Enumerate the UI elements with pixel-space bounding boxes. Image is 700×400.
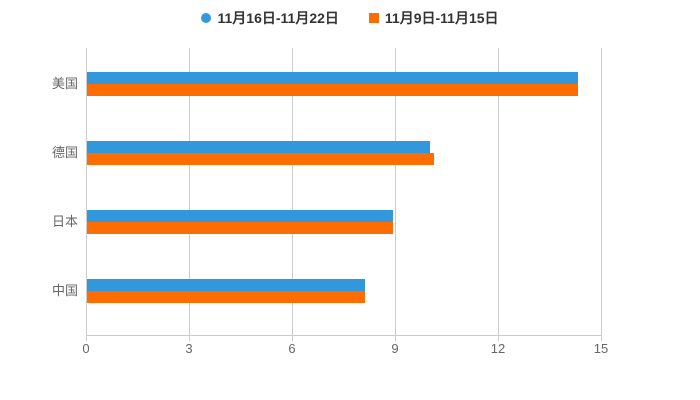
- gridline: [292, 48, 293, 335]
- axis-tick: [292, 336, 293, 341]
- x-tick-label: 12: [490, 341, 506, 356]
- gridline: [395, 48, 396, 335]
- legend-circle-marker-icon: [201, 13, 212, 23]
- legend: 11月16日-11月22日 11月9日-11月15日: [0, 8, 700, 28]
- y-axis-line: [86, 48, 87, 336]
- bar[interactable]: [87, 279, 366, 291]
- gridline: [601, 48, 602, 335]
- bar[interactable]: [87, 153, 434, 165]
- bar[interactable]: [87, 141, 431, 153]
- gridline: [498, 48, 499, 335]
- axis-tick: [601, 336, 602, 341]
- x-axis-line: [86, 335, 602, 336]
- legend-item-nov16-nov22[interactable]: 11月16日-11月22日: [201, 8, 339, 28]
- x-tick-label: 6: [288, 341, 296, 356]
- axis-tick: [395, 336, 396, 341]
- bar[interactable]: [87, 291, 366, 303]
- bar[interactable]: [87, 84, 578, 96]
- bar[interactable]: [87, 72, 578, 84]
- plot-area: [86, 48, 602, 335]
- axis-tick: [498, 336, 499, 341]
- y-axis-label: 中国: [51, 283, 78, 298]
- x-tick-label: 0: [82, 341, 90, 356]
- gridline: [189, 48, 190, 335]
- x-tick-label: 3: [185, 341, 193, 356]
- bar[interactable]: [87, 222, 393, 234]
- y-axis-label: 美国: [51, 76, 78, 91]
- x-tick-label: 9: [391, 341, 399, 356]
- y-axis-label: 德国: [51, 145, 78, 160]
- legend-label: 11月16日-11月22日: [217, 10, 339, 26]
- legend-square-marker-icon: [368, 13, 379, 23]
- x-tick-label: 15: [593, 341, 609, 356]
- axis-tick: [189, 336, 190, 341]
- bar[interactable]: [87, 210, 393, 222]
- legend-label: 11月9日-11月15日: [384, 10, 499, 26]
- axis-tick: [86, 336, 87, 341]
- y-axis-label: 日本: [51, 214, 78, 229]
- legend-item-nov9-nov15[interactable]: 11月9日-11月15日: [368, 8, 499, 28]
